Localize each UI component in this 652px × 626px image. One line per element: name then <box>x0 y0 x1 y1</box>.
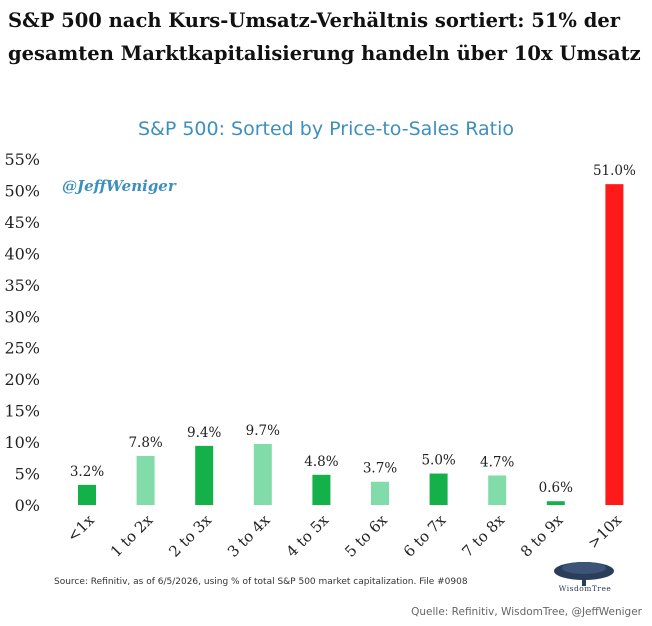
y-tick-label: 0% <box>15 496 40 515</box>
bar <box>488 475 507 505</box>
y-tick-label: 10% <box>4 433 40 452</box>
data-label: 9.7% <box>246 423 280 439</box>
headline: S&P 500 nach Kurs-Umsatz-Verhältnis sort… <box>8 9 641 65</box>
y-tick-label: 55% <box>4 150 40 169</box>
bar <box>312 474 331 505</box>
data-label: 9.4% <box>187 425 221 441</box>
x-tick-label: 2 to 3x <box>165 511 215 561</box>
bar <box>78 484 96 505</box>
y-tick-label: 20% <box>4 370 40 389</box>
x-tick-label: >10x <box>584 511 625 552</box>
data-label: 4.7% <box>480 454 514 470</box>
bar <box>605 184 624 505</box>
source-credit: Quelle: Refinitiv, WisdomTree, @JeffWeni… <box>411 606 642 618</box>
data-label: 4.8% <box>304 454 338 470</box>
x-tick-label: 4 to 5x <box>283 511 333 561</box>
y-tick-label: 30% <box>4 307 40 326</box>
y-tick-label: 50% <box>4 181 40 200</box>
source-note: Source: Refinitiv, as of 6/5/2026, using… <box>54 577 468 587</box>
data-label: 0.6% <box>539 480 573 496</box>
x-tick-label: 7 to 8x <box>458 511 508 561</box>
x-tick-label: <1x <box>63 511 98 546</box>
bar <box>195 445 214 505</box>
bar <box>253 443 272 505</box>
y-tick-label: 5% <box>15 465 40 484</box>
x-tick-label: 6 to 7x <box>400 511 450 561</box>
wisdomtree-logo-text: WisdomTree <box>558 584 612 593</box>
data-label: 3.2% <box>70 464 104 480</box>
data-label: 3.7% <box>363 461 397 477</box>
y-tick-label: 25% <box>4 339 40 358</box>
data-label: 7.8% <box>128 435 162 451</box>
data-label: 51.0% <box>593 163 636 179</box>
x-tick-label: 1 to 2x <box>107 511 157 561</box>
chart-annotation: @JeffWeniger <box>62 177 176 195</box>
x-tick-label: 3 to 4x <box>224 511 274 561</box>
y-tick-label: 35% <box>4 276 40 295</box>
chart-title: S&P 500: Sorted by Price-to-Sales Ratio <box>137 118 515 140</box>
bar <box>136 455 155 505</box>
bar <box>429 473 448 505</box>
wisdomtree-logo-icon <box>554 562 614 586</box>
bar <box>546 501 565 505</box>
y-tick-label: 45% <box>4 213 40 232</box>
y-tick-label: 40% <box>4 244 40 263</box>
y-tick-label: 15% <box>4 402 40 421</box>
data-label: 5.0% <box>421 453 455 469</box>
x-tick-label: 8 to 9x <box>517 511 567 561</box>
x-tick-label: 5 to 6x <box>341 511 391 561</box>
bar <box>371 481 389 505</box>
